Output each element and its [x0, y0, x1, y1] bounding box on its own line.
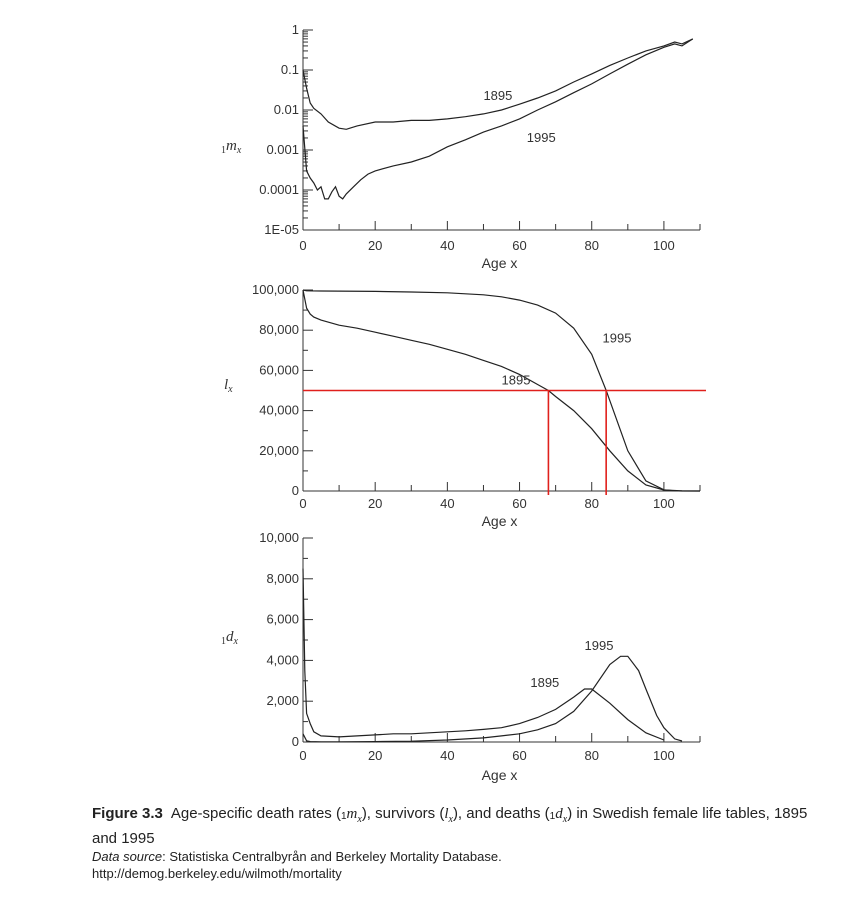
y-tick-label: 0	[292, 483, 299, 498]
x-axis-title: Age x	[482, 255, 518, 271]
x-axis-title: Age x	[482, 767, 518, 783]
x-tick-label: 20	[368, 496, 382, 511]
caption-title: Figure 3.3 Age-specific death rates (1mx)…	[92, 805, 808, 847]
panel-lx: 0 20 40 60 80 100 0 20,000 40,000 60,000 80,000 100…	[224, 282, 706, 529]
y-tick-label: 0.0001	[259, 182, 299, 197]
series-line-1895	[302, 289, 701, 492]
y-axis-title: lx	[224, 377, 233, 395]
x-tick-label: 60	[512, 748, 526, 763]
x-tick-label: 40	[440, 496, 454, 511]
figure-number: Figure 3.3	[92, 805, 163, 822]
y-tick-label: 6,000	[266, 612, 299, 627]
x-tick-label: 60	[512, 238, 526, 253]
y-axis-title-main: d	[226, 629, 234, 645]
y-tick-label: 0.001	[266, 142, 299, 157]
series-label-1895: 1895	[483, 88, 512, 103]
source-url: http://demog.berkeley.edu/wilmoth/mortal…	[92, 866, 342, 881]
x-tick-label: 100	[653, 748, 675, 763]
x-tick-label: 0	[299, 748, 306, 763]
series-line-1995	[302, 38, 694, 200]
y-tick-label: 8,000	[266, 571, 299, 586]
y-tick-label: 100,000	[252, 282, 299, 297]
y-tick-label: 40,000	[259, 403, 299, 418]
y-tick-label: 4,000	[266, 652, 299, 667]
series-line-1895	[302, 38, 694, 130]
y-tick-label: 1	[292, 22, 299, 37]
panel-dx: 0 20 40 60 80 100 0 2,000 4,000 6,000 8,000 10,000 A…	[221, 530, 701, 783]
y-tick-label: 0.01	[274, 102, 299, 117]
x-tick-label: 80	[584, 238, 598, 253]
x-tick-label: 100	[653, 238, 675, 253]
x-tick-label: 0	[299, 496, 306, 511]
y-axis-title-sub: x	[236, 145, 242, 156]
panel-mx: 0 20 40 60 80 100 1E-05 0.0001 0.001 0.01 0.1 1 Age …	[221, 22, 701, 271]
y-tick-label: 20,000	[259, 443, 299, 458]
y-tick-label: 10,000	[259, 530, 299, 545]
series-label-1995: 1995	[585, 638, 614, 653]
series-line-1895	[302, 568, 665, 741]
x-tick-label: 40	[440, 748, 454, 763]
figure-caption: Figure 3.3 Age-specific death rates (1mx)…	[92, 804, 812, 882]
y-tick-label: 60,000	[259, 362, 299, 377]
series-label-1995: 1995	[603, 330, 632, 345]
y-tick-label: 80,000	[259, 322, 299, 337]
series-line-1995	[302, 289, 700, 492]
y-axis-title-sub: x	[227, 384, 233, 395]
x-tick-label: 80	[584, 748, 598, 763]
y-axis-title-sub: x	[233, 636, 239, 647]
series-line-1995	[302, 655, 683, 743]
y-tick-label: 0.1	[281, 62, 299, 77]
x-tick-label: 40	[440, 238, 454, 253]
x-tick-label: 20	[368, 238, 382, 253]
figure-charts: 0 20 40 60 80 1001E-050.00010.0010.010.11Age …	[221, 22, 706, 783]
x-tick-label: 80	[584, 496, 598, 511]
y-tick-label: 0	[292, 734, 299, 749]
x-tick-label: 20	[368, 748, 382, 763]
data-source: Data source: Statistiska Centralbyrån an…	[92, 849, 502, 864]
y-tick-label: 2,000	[266, 693, 299, 708]
y-axis-title: 1dx	[221, 629, 239, 647]
x-tick-label: 0	[299, 238, 306, 253]
y-tick-label: 1E-05	[264, 222, 299, 237]
x-tick-label: 100	[653, 496, 675, 511]
x-tick-label: 60	[512, 496, 526, 511]
y-axis-title-main: m	[226, 138, 237, 154]
y-axis-title: 1mx	[221, 138, 242, 156]
x-axis-title: Age x	[482, 513, 518, 529]
y-axis-title-prefix: 1	[221, 145, 226, 156]
series-label-1995: 1995	[527, 130, 556, 145]
series-label-1895: 1895	[530, 675, 559, 690]
series-label-1895: 1895	[502, 372, 531, 387]
y-axis-title-prefix: 1	[221, 636, 226, 647]
y-axis-title-main: l	[224, 377, 228, 393]
